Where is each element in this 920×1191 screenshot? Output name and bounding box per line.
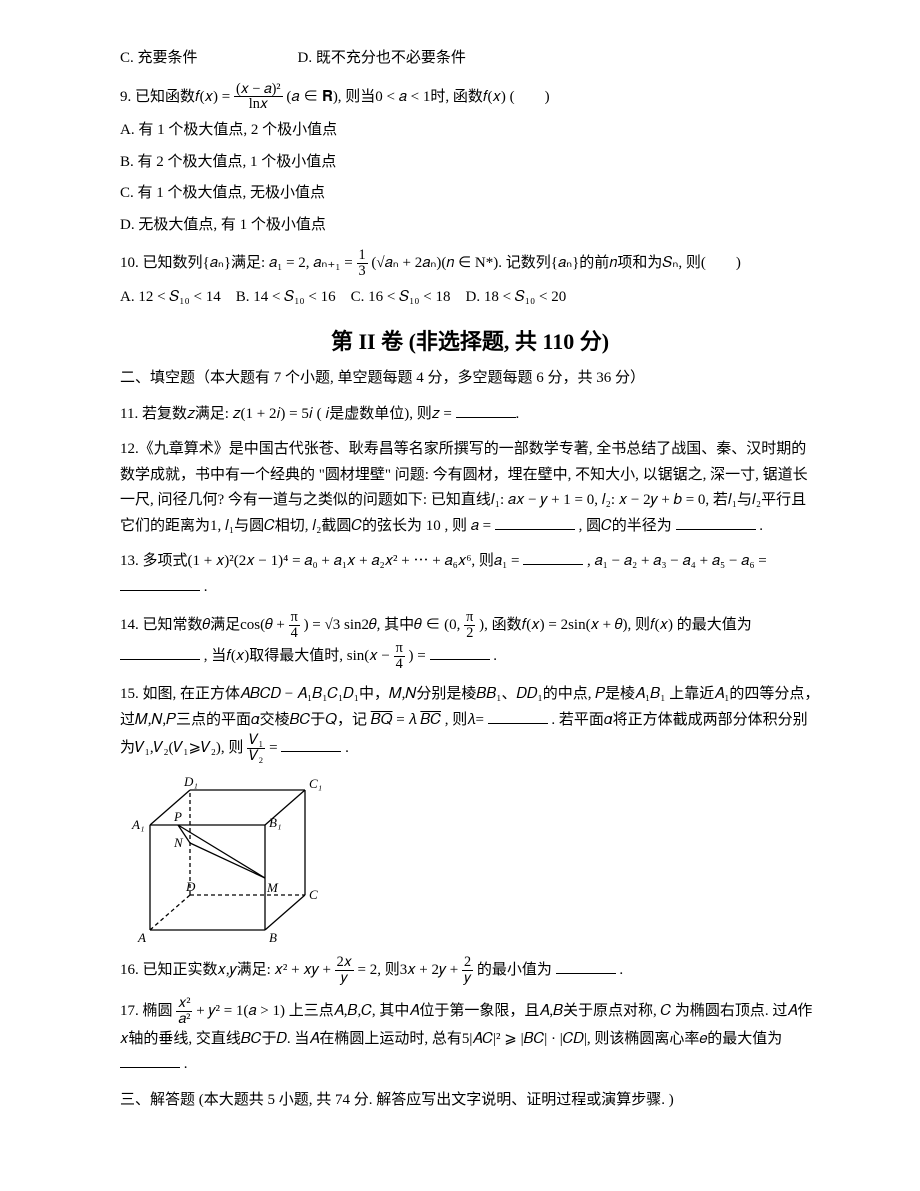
q10-stem: 10. 已知数列{𝑎ₙ}满足: 𝑎₁ = 2, 𝑎ₙ₊₁ = 1 3 (√𝑎ₙ … <box>120 248 820 279</box>
part3-heading: 三、解答题 (本大题共 5 小题, 共 74 分. 解答应写出文字说明、证明过程… <box>120 1088 820 1114</box>
q17: 17. 椭圆 𝑥²𝑎² + 𝑦² = 1(𝑎 > 1) 上三点𝐴,𝐵,𝐶, 其中… <box>120 996 820 1078</box>
q10-options: A. 12 < 𝑆₁₀ < 14 B. 14 < 𝑆₁₀ < 16 C. 16 … <box>120 285 820 311</box>
blank <box>430 644 490 660</box>
svg-text:D₁: D₁ <box>183 774 198 789</box>
q10-opt-a: A. 12 < 𝑆₁₀ < 14 <box>120 289 221 305</box>
q10-opt-c: C. 16 < 𝑆₁₀ < 18 <box>351 289 451 305</box>
blank <box>120 644 200 660</box>
q8-opt-d: D. 既不充分也不必要条件 <box>298 46 466 72</box>
svg-text:D: D <box>185 879 196 894</box>
q15: 15. 如图, 在正方体𝐴𝐵𝐶𝐷 − 𝐴₁𝐵₁𝐶₁𝐷₁中，𝑀,𝑁分别是棱𝐵𝐵₁、… <box>120 682 820 764</box>
blank <box>120 575 200 591</box>
q10-opt-b: B. 14 < 𝑆₁₀ < 16 <box>236 289 336 305</box>
q11: 11. 若复数𝑧满足: 𝑧(1 + 2𝑖) = 5𝑖 ( 𝑖是虚数单位), 则𝑧… <box>120 402 820 428</box>
blank <box>676 514 756 530</box>
q9-frac: (𝑥 − 𝑎)² ln𝑥 <box>234 82 283 113</box>
q9-opt-a: A. 有 1 个极大值点, 2 个极小值点 <box>120 118 820 144</box>
svg-text:C₁: C₁ <box>309 776 322 791</box>
svg-text:C: C <box>309 887 318 902</box>
svg-text:N: N <box>173 835 184 850</box>
blank <box>488 708 548 724</box>
svg-text:M: M <box>266 880 279 895</box>
q9-stem: 9. 已知函数𝑓(𝑥) = (𝑥 − 𝑎)² ln𝑥 (𝑎 ∈ 𝐑), 则当0 … <box>120 82 820 113</box>
q12: 12.《九章算术》是中国古代张苍、耿寿昌等名家所撰写的一部数学专著, 全书总结了… <box>120 437 820 539</box>
blank <box>523 549 583 565</box>
cube-diagram: A B C D A₁ B₁ C₁ D₁ M NP <box>130 770 330 945</box>
q8-options: C. 充要条件 D. 既不充分也不必要条件 <box>120 46 820 72</box>
q16: 16. 已知正实数𝑥,𝑦满足: 𝑥² + 𝑥𝑦 + 2𝑥𝑦 = 2, 则3𝑥 +… <box>120 955 820 986</box>
svg-text:P: P <box>173 809 182 824</box>
svg-text:B₁: B₁ <box>269 815 281 830</box>
blank <box>556 958 616 974</box>
blank <box>120 1052 180 1068</box>
q10-opt-d: D. 18 < 𝑆₁₀ < 20 <box>466 289 567 305</box>
svg-text:B: B <box>269 930 277 945</box>
q9-opt-c: C. 有 1 个极大值点, 无极小值点 <box>120 181 820 207</box>
q9-opt-d: D. 无极大值点, 有 1 个极小值点 <box>120 213 820 239</box>
blank <box>456 402 516 418</box>
blank <box>281 736 341 752</box>
q9-opt-b: B. 有 2 个极大值点, 1 个极小值点 <box>120 150 820 176</box>
blank <box>495 514 575 530</box>
svg-text:A₁: A₁ <box>131 817 144 832</box>
q8-opt-c: C. 充要条件 <box>120 46 198 72</box>
part2-sub: 二、填空题（本大题有 7 个小题, 单空题每题 4 分，多空题每题 6 分，共 … <box>120 366 820 392</box>
svg-text:A: A <box>137 930 146 945</box>
q10-frac: 1 3 <box>357 248 368 279</box>
q13: 13. 多项式(1 + 𝑥)²(2𝑥 − 1)⁴ = 𝑎₀ + 𝑎₁𝑥 + 𝑎₂… <box>120 549 820 600</box>
q14: 14. 已知常数𝜃满足cos(𝜃 + π4 ) = √3 sin2𝜃, 其中𝜃 … <box>120 610 820 672</box>
part2-title: 第 II 卷 (非选择题, 共 110 分) <box>120 323 820 360</box>
